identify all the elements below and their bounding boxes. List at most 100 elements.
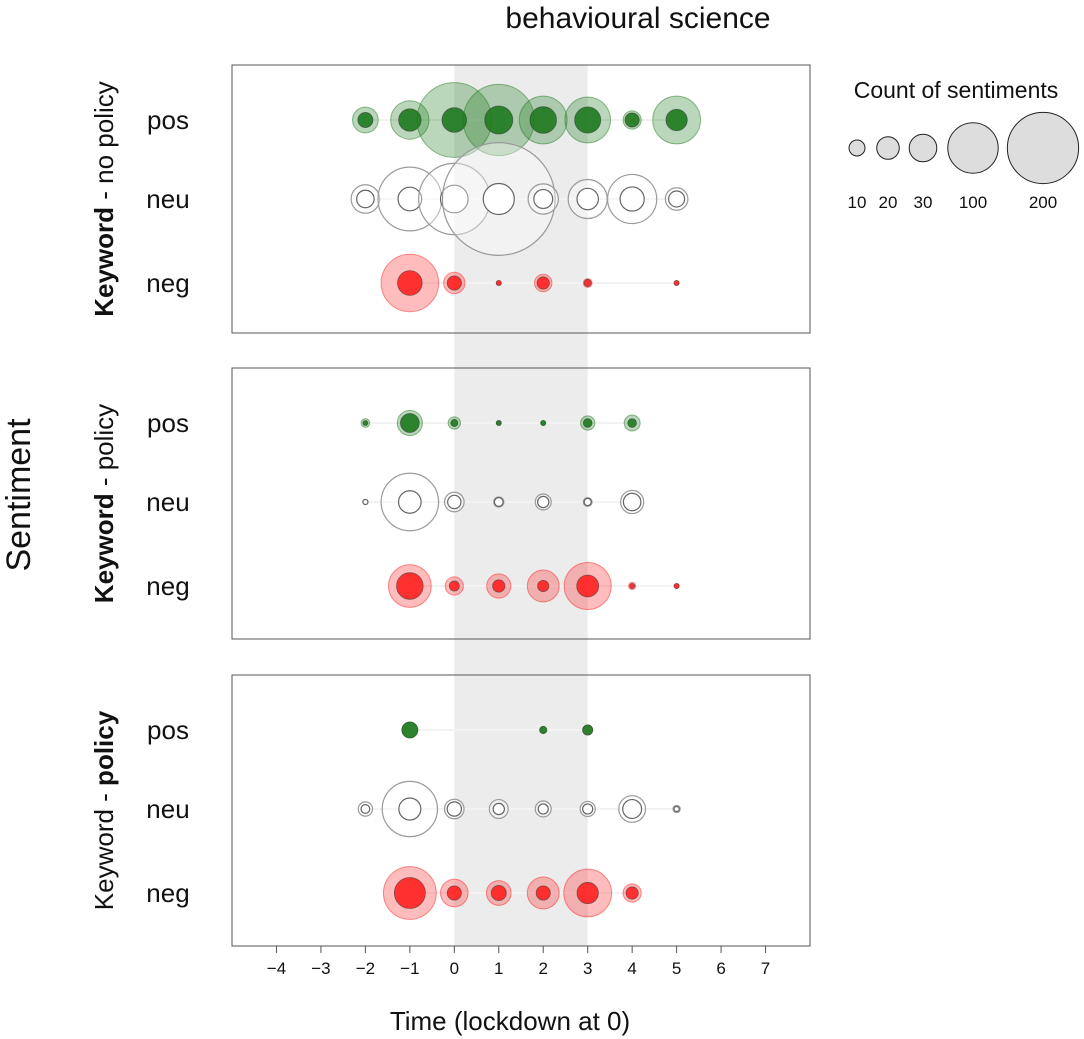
bubble-inner <box>362 420 369 426</box>
bubble-inner <box>439 184 469 214</box>
bubble-pos <box>582 724 594 736</box>
bubble-pos <box>390 100 430 140</box>
panel-label: Keyword - no policy <box>89 81 119 317</box>
bubble-neu <box>443 798 465 820</box>
bubble-inner <box>490 885 507 901</box>
bubble-inner <box>450 419 459 427</box>
bubble-inner <box>529 106 557 134</box>
x-tick: 5 <box>672 946 681 978</box>
bubble-inner <box>397 270 423 296</box>
bubble-neg <box>673 279 680 287</box>
row-label-neg: neg <box>146 268 189 298</box>
bubble-inner <box>576 881 599 905</box>
bubble-pos <box>495 419 502 427</box>
bubble-inner <box>446 801 463 817</box>
x-tick-label: 3 <box>583 959 592 978</box>
legend-item: 200 <box>1006 111 1080 212</box>
legend-item: 30 <box>908 133 938 212</box>
bubble-inner <box>673 280 680 286</box>
bubble-pos <box>447 416 461 430</box>
bubble-neu <box>579 800 596 818</box>
x-tick-label: 0 <box>450 959 459 978</box>
bubble-pos <box>564 96 612 144</box>
bubble-neg <box>440 878 469 908</box>
bubble-inner <box>484 105 514 135</box>
bubble-inner <box>482 182 515 216</box>
bubble-inner <box>673 583 680 589</box>
legend-label: 200 <box>1029 193 1057 212</box>
bubble-pos <box>539 725 548 735</box>
bubble-inner <box>397 490 422 514</box>
panel-label-part: Keyword <box>89 809 119 910</box>
bubble-inner <box>665 108 688 132</box>
row-label-pos: pos <box>147 408 189 438</box>
bubble-pos <box>623 414 641 432</box>
legend-bubble <box>947 122 999 174</box>
bubble-inner <box>446 275 462 291</box>
bubble-inner <box>583 497 592 507</box>
x-tick-label: 5 <box>672 959 681 978</box>
x-tick-label: 1 <box>494 959 503 978</box>
panel-label-part: - no policy <box>89 81 119 207</box>
bubble-neu <box>672 804 681 814</box>
bubble-inner <box>446 885 462 901</box>
bubble-inner <box>493 497 504 507</box>
legend-label: 30 <box>914 193 933 212</box>
bubble-inner <box>668 190 686 208</box>
bubble-neg <box>380 253 440 313</box>
bubble-pos <box>580 415 596 431</box>
x-tick: 0 <box>450 946 459 978</box>
bubble-inner <box>627 418 637 428</box>
bubble-inner <box>629 583 636 589</box>
panel-2: Keyword - policy pos neu neg <box>89 367 811 640</box>
bubble-inner <box>582 418 593 428</box>
bubble-neg <box>387 564 432 608</box>
bubble-neg <box>563 868 613 918</box>
bubble-inner <box>398 108 422 132</box>
bubble-inner <box>357 112 374 128</box>
panel-label: Keyword - policy <box>89 710 119 910</box>
x-tick: 4 <box>627 946 637 978</box>
bubble-inner <box>535 885 551 901</box>
bubble-neu <box>357 801 374 817</box>
bubble-inner <box>536 276 550 290</box>
row-label-neu: neu <box>146 794 189 824</box>
bubble-neu <box>350 184 381 214</box>
bubble-neg <box>486 573 512 599</box>
bubble-neu <box>582 497 593 507</box>
row-label-neg: neg <box>146 878 189 908</box>
bubble-inner <box>492 802 506 816</box>
bubble-inner <box>362 498 369 506</box>
bubble-pos <box>396 409 423 437</box>
x-axis-label: Time (lockdown at 0) <box>390 1006 630 1036</box>
bubble-neu <box>527 183 559 215</box>
bubble-inner <box>393 877 426 909</box>
bubble-inner <box>625 886 639 900</box>
bubble-inner <box>396 572 424 600</box>
bubble-pos <box>360 418 371 428</box>
bubble-inner <box>622 492 642 512</box>
legend-label: 100 <box>959 193 987 212</box>
bubble-neu <box>380 472 440 532</box>
x-tick-label: −4 <box>267 959 286 978</box>
lockdown-band-gap-1 <box>454 333 588 368</box>
bubble-inner <box>397 186 423 212</box>
panel-label: Keyword - policy <box>89 404 119 603</box>
bubble-pos <box>416 82 493 158</box>
x-tick-label: 6 <box>716 959 725 978</box>
bubble-neg <box>526 569 560 603</box>
bubble-inner <box>448 580 460 592</box>
bubble-neg <box>526 876 560 910</box>
bubble-inner <box>539 726 548 734</box>
bubble-neg <box>582 278 593 288</box>
bubble-neu <box>443 491 465 513</box>
bubble-neg <box>563 561 612 611</box>
x-tick: 2 <box>538 946 548 978</box>
bubble-neg <box>382 866 437 920</box>
bubble-inner <box>537 579 550 593</box>
bubble-inner <box>401 721 419 739</box>
row-label-neu: neu <box>146 184 189 214</box>
legend-label: 10 <box>848 193 867 212</box>
bubble-inner <box>622 798 643 820</box>
